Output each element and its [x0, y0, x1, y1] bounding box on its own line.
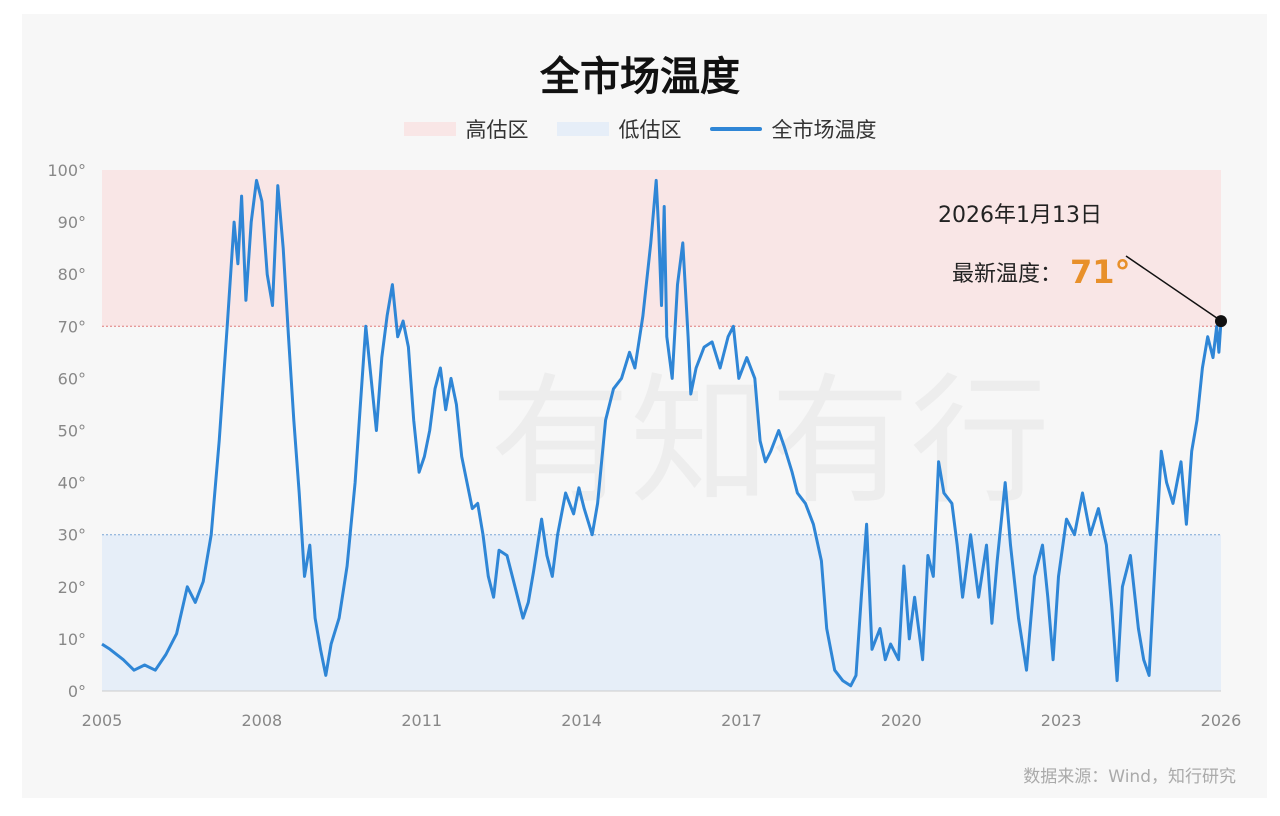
annotation-value: 71° [1070, 253, 1131, 291]
band-low [102, 534, 1221, 691]
series-line-temperature [101, 178, 1223, 688]
source-note: 数据来源：Wind，知行研究 [1023, 767, 1236, 787]
legend-label-low: 低估区 [618, 118, 682, 142]
watermark: 有知有行 [490, 361, 1050, 524]
legend-swatch-series [709, 127, 762, 131]
chart-title: 全市场温度 [540, 54, 740, 100]
annotation-date: 2026年1月13日 [938, 203, 1102, 228]
x-tick-label: 2026 [1201, 711, 1242, 730]
y-tick-label: 50° [58, 422, 86, 441]
legend: 高估区 低估区 全市场温度 [0, 114, 1280, 144]
annotation-leader-line [1125, 255, 1218, 319]
legend-swatch-high [403, 122, 456, 136]
x-tick-label: 2017 [721, 711, 762, 730]
x-tick-label: 2014 [561, 711, 602, 730]
legend-swatch-low [556, 122, 609, 136]
x-tick-label: 2020 [881, 711, 922, 730]
y-tick-label: 0° [68, 682, 86, 701]
legend-item-low: 低估区 [556, 114, 682, 144]
legend-item-series: 全市场温度 [709, 114, 877, 144]
x-tick-label: 2008 [241, 711, 282, 730]
legend-label-series: 全市场温度 [771, 118, 877, 142]
latest-point-marker [1215, 315, 1227, 328]
y-tick-label: 100° [47, 161, 86, 180]
legend-item-high: 高估区 [403, 114, 529, 144]
annotation-label: 最新温度： [952, 262, 1062, 287]
x-tick-label: 2011 [401, 711, 442, 730]
y-tick-label: 20° [58, 578, 86, 597]
y-tick-label: 90° [58, 213, 86, 232]
y-tick-label: 10° [58, 630, 86, 649]
y-tick-label: 80° [58, 265, 86, 284]
legend-label-high: 高估区 [465, 118, 529, 142]
y-tick-label: 40° [58, 474, 86, 493]
x-tick-label: 2023 [1041, 711, 1082, 730]
y-tick-label: 60° [58, 369, 86, 388]
x-tick-label: 2005 [82, 711, 123, 730]
y-tick-label: 70° [58, 317, 86, 336]
y-tick-label: 30° [58, 526, 86, 545]
